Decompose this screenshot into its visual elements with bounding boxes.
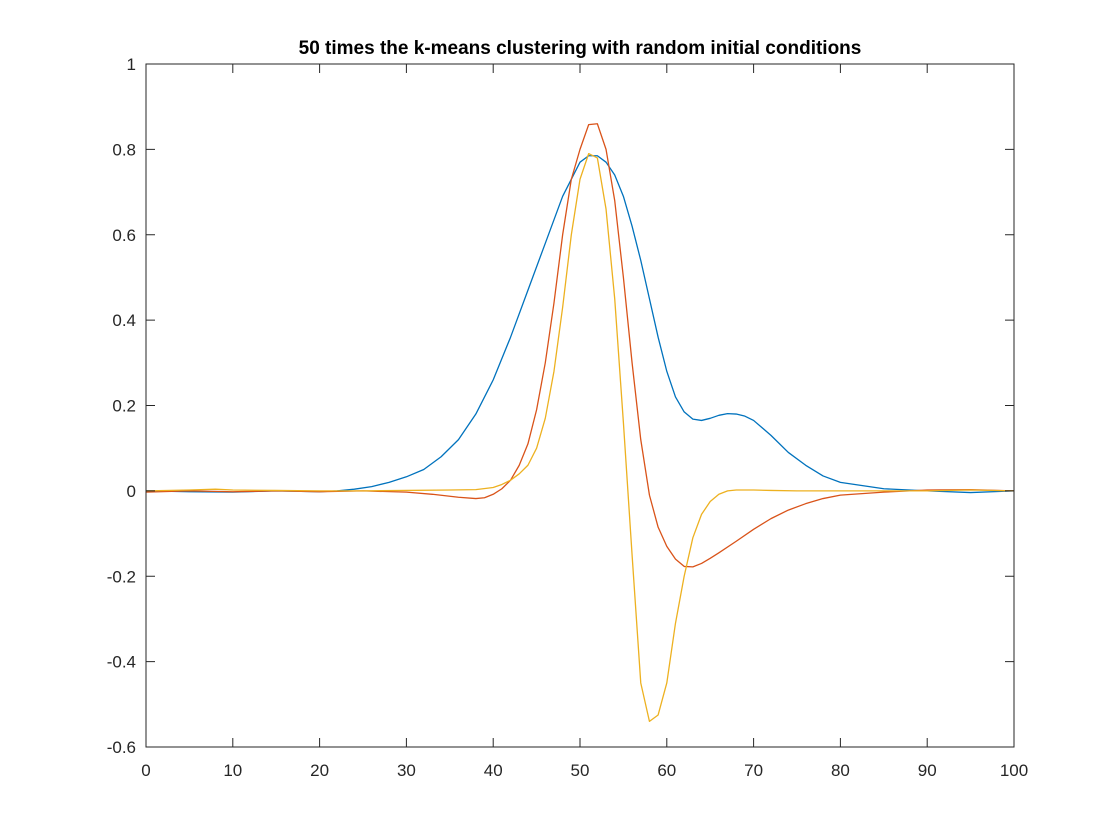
x-tick-label: 70: [744, 761, 763, 780]
y-tick-label: 0.2: [112, 397, 136, 416]
x-tick-label: 0: [141, 761, 150, 780]
x-tick-label: 90: [918, 761, 937, 780]
series-layer: [145, 123, 1015, 723]
y-tick-label: -0.2: [107, 567, 136, 586]
x-tick-label: 80: [831, 761, 850, 780]
y-tick-label: 0.8: [112, 140, 136, 159]
series-line-2: [145, 123, 1015, 568]
x-tick-label: 60: [657, 761, 676, 780]
y-tick-label: -0.4: [107, 653, 136, 672]
series-line-1: [145, 155, 1015, 494]
x-tick-label: 10: [223, 761, 242, 780]
series-line-3: [145, 152, 1015, 723]
x-tick-label: 20: [310, 761, 329, 780]
y-tick-label: 0: [127, 482, 136, 501]
x-tick-label: 30: [397, 761, 416, 780]
x-tick-label: 50: [571, 761, 590, 780]
y-axis: -0.6 -0.4 -0.2 0 0.2 0.4 0.6 0.8 1: [107, 55, 1014, 757]
y-tick-label: -0.6: [107, 738, 136, 757]
chart-title: 50 times the k-means clustering with ran…: [299, 38, 862, 59]
y-tick-label: 0.6: [112, 226, 136, 245]
y-tick-label: 1: [127, 55, 136, 74]
y-tick-label: 0.4: [112, 311, 136, 330]
x-axis: 0 10 20 30 40 50 60 70 80 90 100: [141, 64, 1028, 780]
x-tick-label: 40: [484, 761, 503, 780]
x-tick-label: 100: [1000, 761, 1028, 780]
plot-frame: [145, 63, 1015, 748]
